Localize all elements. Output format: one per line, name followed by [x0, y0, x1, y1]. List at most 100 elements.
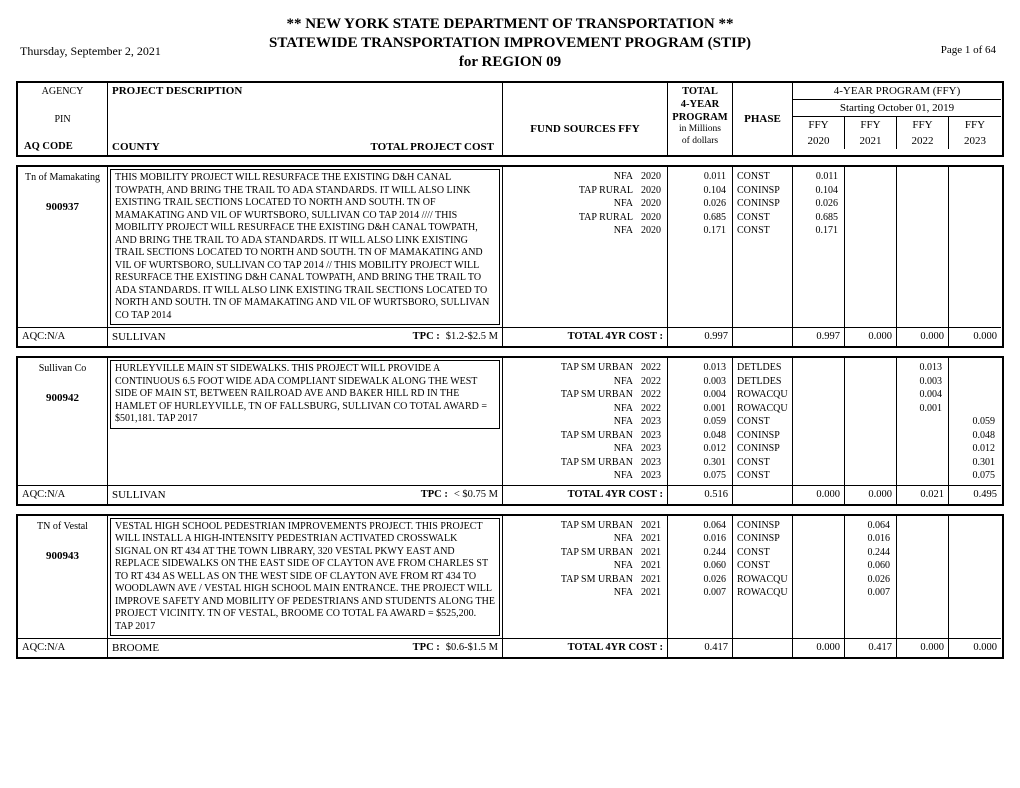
ffy-2022-cell: 0.0130.0030.0040.001 [897, 358, 949, 485]
description-cell: VESTAL HIGH SCHOOL PEDESTRIAN IMPROVEMEN… [108, 516, 503, 639]
ffy-value: 0.059 [953, 415, 995, 429]
ffy-value: 0.013 [901, 361, 942, 375]
ffy-2021-cell [845, 167, 897, 327]
ffy-value: 0.104 [797, 184, 838, 198]
ffy-value: 0.004 [901, 388, 942, 402]
pin-number: 900942 [22, 392, 103, 404]
project-summary-row: AQC:N/ABROOMETPC :$0.6-$1.5 MTOTAL 4YR C… [18, 638, 1001, 657]
tpc-value: $1.2-$2.5 M [446, 331, 498, 343]
column-header: AGENCY PIN AQ CODE PROJECT DESCRIPTION C… [16, 81, 1004, 157]
ffy-2022-cell [897, 516, 949, 639]
ffy-value: 0.060 [849, 559, 890, 573]
fund-sources-cell: NFA2020TAP RURAL2020NFA2020TAP RURAL2020… [503, 167, 668, 327]
fund-source-line: NFA2023 [507, 442, 661, 456]
label-4year-program-ffy: 4-YEAR PROGRAM (FFY) [793, 83, 1001, 100]
description-cell: THIS MOBILITY PROJECT WILL RESURFACE THE… [108, 167, 503, 327]
phase-value: ROWACQU [737, 402, 788, 416]
project-summary-row: AQC:N/ASULLIVANTPC :$1.2-$2.5 MTOTAL 4YR… [18, 327, 1001, 346]
aqc-code: AQC:N/A [18, 486, 108, 504]
report-date: Thursday, September 2, 2021 [20, 44, 161, 59]
total-value: 0.244 [672, 546, 726, 560]
fund-source-line: NFA2020 [507, 224, 661, 238]
summary-ffy-2023: 0.495 [949, 486, 1001, 504]
county-name: SULLIVAN [112, 331, 413, 343]
label-project-description: PROJECT DESCRIPTION [112, 85, 242, 97]
ffy-value [953, 402, 995, 416]
total-value: 0.016 [672, 532, 726, 546]
label-fund-sources: FUND SOURCES FFY [507, 123, 663, 135]
fund-source-line: NFA2023 [507, 415, 661, 429]
total-program-cell: 0.0110.1040.0260.6850.171 [668, 167, 733, 327]
label-agency: AGENCY [22, 85, 103, 98]
fund-source-line: TAP SM URBAN2021 [507, 573, 661, 587]
total-value: 0.011 [672, 170, 726, 184]
ffy-value: 0.685 [797, 211, 838, 225]
phase-value: CONST [737, 456, 788, 470]
page-number: Page 1 of 64 [941, 44, 996, 56]
total-value: 0.013 [672, 361, 726, 375]
total-4yr-cost-value: 0.516 [668, 486, 733, 504]
total-value: 0.001 [672, 402, 726, 416]
project-description-text: HURLEYVILLE MAIN ST SIDEWALKS. THIS PROJ… [110, 360, 500, 429]
label-ffy-3: FFY [897, 117, 949, 133]
fund-source-line: TAP SM URBAN2021 [507, 546, 661, 560]
total-value: 0.060 [672, 559, 726, 573]
fund-source-line: NFA2021 [507, 559, 661, 573]
label-pin: PIN [22, 113, 103, 126]
ffy-value [953, 375, 995, 389]
phase-cell: CONINSPCONINSPCONSTCONSTROWACQUROWACQU [733, 516, 793, 639]
header-titles: ** NEW YORK STATE DEPARTMENT OF TRANSPOR… [16, 16, 1004, 71]
phase-value: ROWACQU [737, 573, 788, 587]
fund-source-line: TAP SM URBAN2021 [507, 519, 661, 533]
fund-source-line: TAP RURAL2020 [507, 211, 661, 225]
summary-phase-blank [733, 328, 793, 346]
ffy-value: 0.016 [849, 532, 890, 546]
ffy-value: 0.001 [901, 402, 942, 416]
fund-source-line: NFA2023 [507, 469, 661, 483]
summary-ffy-2023: 0.000 [949, 639, 1001, 657]
summary-ffy-2022: 0.000 [897, 328, 949, 346]
agency-name: TN of Vestal [22, 521, 103, 532]
pin-number: 900937 [22, 201, 103, 213]
ffy-value: 0.301 [953, 456, 995, 470]
label-program: PROGRAM [672, 111, 728, 124]
label-year-2022: 2022 [897, 133, 949, 149]
phase-value: CONINSP [737, 184, 788, 198]
col-description: PROJECT DESCRIPTION COUNTY TOTAL PROJECT… [108, 83, 503, 155]
label-ffy-4: FFY [949, 117, 1001, 133]
summary-phase-blank [733, 639, 793, 657]
agency-name: Tn of Mamakating [22, 172, 103, 183]
ffy-value [953, 361, 995, 375]
fund-source-line: TAP SM URBAN2022 [507, 388, 661, 402]
fund-source-line: NFA2022 [507, 402, 661, 416]
label-4year: 4-YEAR [672, 98, 728, 111]
ffy-label-row: FFY FFY FFY FFY [793, 117, 1001, 133]
ffy-value: 0.048 [953, 429, 995, 443]
summary-ffy-2020: 0.000 [793, 486, 845, 504]
tpc-label: TPC : [413, 331, 440, 343]
ffy-2022-cell [897, 167, 949, 327]
ffy-2023-cell [949, 516, 1001, 639]
phase-value: CONINSP [737, 429, 788, 443]
phase-value: CONST [737, 415, 788, 429]
title-line-3: for REGION 09 [16, 54, 1004, 71]
fund-sources-cell: TAP SM URBAN2021NFA2021TAP SM URBAN2021N… [503, 516, 668, 639]
ffy-2020-cell [793, 516, 845, 639]
fund-sources-cell: TAP SM URBAN2022NFA2022TAP SM URBAN2022N… [503, 358, 668, 485]
phase-value: CONST [737, 211, 788, 225]
description-cell: HURLEYVILLE MAIN ST SIDEWALKS. THIS PROJ… [108, 358, 503, 485]
ffy-value: 0.026 [797, 197, 838, 211]
ffy-2023-cell [949, 167, 1001, 327]
label-ffy-2: FFY [845, 117, 897, 133]
label-ffy-1: FFY [793, 117, 845, 133]
ffy-value: 0.244 [849, 546, 890, 560]
col-ffy-program: 4-YEAR PROGRAM (FFY) Starting October 01… [793, 83, 1001, 155]
phase-value: CONST [737, 224, 788, 238]
col-agency-pin-aq: AGENCY PIN AQ CODE [18, 83, 108, 155]
phase-value: CONST [737, 559, 788, 573]
fund-source-line: NFA2020 [507, 197, 661, 211]
phase-value: CONST [737, 469, 788, 483]
pin-number: 900943 [22, 550, 103, 562]
tpc-label: TPC : [413, 642, 440, 654]
phase-value: DETLDES [737, 375, 788, 389]
